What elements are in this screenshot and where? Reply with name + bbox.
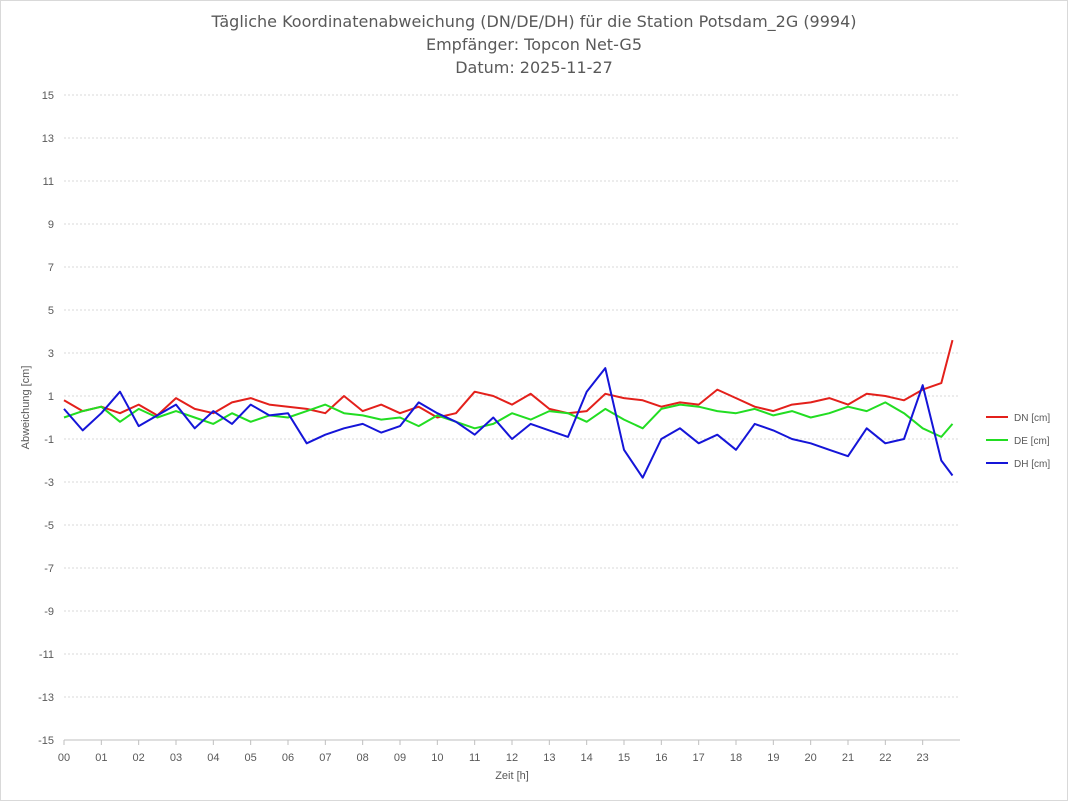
x-tick-label: 21 xyxy=(842,752,854,764)
y-tick-label: -15 xyxy=(38,735,54,747)
y-axis-ticks: 15 13 11 9 7 5 3 1 -1 -3 -5 -7 -9 -11 -13 -15 xyxy=(38,90,54,747)
series-line xyxy=(63,401,954,438)
y-tick-label: 3 xyxy=(48,348,54,360)
chart-title: Tägliche Koordinatenabweichung (DN/DE/DH… xyxy=(211,12,857,31)
x-tick-label: 11 xyxy=(469,752,480,764)
x-tick-label: 02 xyxy=(133,752,145,764)
x-tick-label: 07 xyxy=(319,752,331,764)
x-tick-label: 03 xyxy=(170,752,182,764)
x-tick-label: 20 xyxy=(805,752,817,764)
y-tick-label: -5 xyxy=(44,520,54,532)
y-axis-label: Abweichung [cm] xyxy=(20,366,32,450)
chart-subtitle-date: Datum: 2025-11-27 xyxy=(455,58,613,77)
y-tick-label: 15 xyxy=(42,90,54,102)
x-axis-label: Zeit [h] xyxy=(495,770,529,782)
x-tick-label: 09 xyxy=(394,752,406,764)
legend-label: DH [cm] xyxy=(1014,459,1050,470)
y-tick-label: -9 xyxy=(44,606,54,618)
y-tick-label: 5 xyxy=(48,305,54,317)
y-tick-label: -11 xyxy=(39,649,54,661)
legend: DN [cm] DE [cm] DH [cm] xyxy=(986,413,1050,470)
series-line xyxy=(63,367,954,479)
x-tick-label: 23 xyxy=(917,752,929,764)
x-tick-label: 17 xyxy=(693,752,705,764)
y-tick-label: -1 xyxy=(44,434,54,446)
y-tick-label: 7 xyxy=(48,262,54,274)
legend-label: DE [cm] xyxy=(1014,436,1050,447)
x-tick-label: 14 xyxy=(581,752,593,764)
x-tick-label: 22 xyxy=(879,752,891,764)
x-tick-label: 00 xyxy=(58,752,70,764)
x-tick-label: 13 xyxy=(543,752,555,764)
grid-lines xyxy=(64,94,960,698)
x-tick-label: 16 xyxy=(655,752,667,764)
x-tick-label: 05 xyxy=(245,752,257,764)
x-tick-label: 08 xyxy=(357,752,369,764)
y-tick-label: 1 xyxy=(48,391,54,403)
legend-label: DN [cm] xyxy=(1014,413,1050,424)
x-tick-label: 12 xyxy=(506,752,518,764)
x-tick-label: 04 xyxy=(207,752,219,764)
x-tick-label: 06 xyxy=(282,752,294,764)
y-tick-label: 11 xyxy=(43,176,54,188)
y-tick-label: 13 xyxy=(42,133,54,145)
series-line xyxy=(63,339,954,419)
x-axis-ticks: 00 01 02 03 04 05 06 07 08 09 10 11 12 13 14 15 16 17 18 19… xyxy=(58,740,929,764)
y-tick-label: -13 xyxy=(38,692,54,704)
y-tick-label: -7 xyxy=(44,563,54,575)
x-tick-label: 19 xyxy=(767,752,779,764)
x-tick-label: 10 xyxy=(431,752,443,764)
series-lines xyxy=(63,339,954,479)
x-tick-label: 15 xyxy=(618,752,630,764)
x-tick-label: 18 xyxy=(730,752,742,764)
chart-subtitle-receiver: Empfänger: Topcon Net-G5 xyxy=(425,35,643,54)
y-tick-label: 9 xyxy=(48,219,54,231)
x-tick-label: 01 xyxy=(95,752,107,764)
y-tick-label: -3 xyxy=(44,477,54,489)
